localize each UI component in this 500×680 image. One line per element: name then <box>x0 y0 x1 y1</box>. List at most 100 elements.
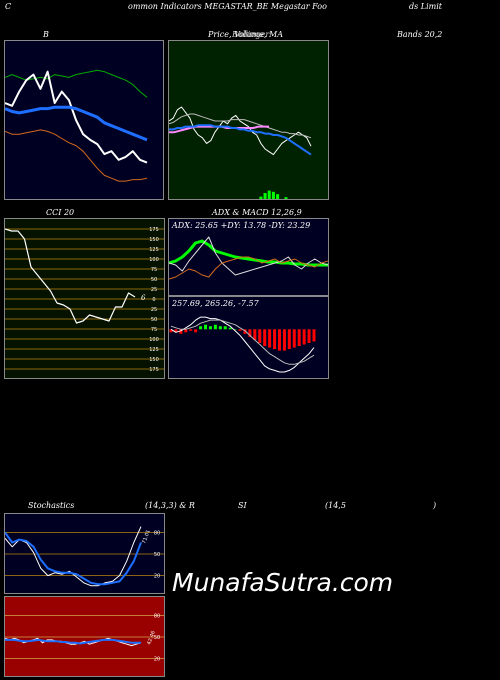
stoch-title-rsi-params: (14,5 <box>325 501 346 510</box>
macd-histogram-bar <box>189 329 193 331</box>
rsi-value-label: 42.46 <box>146 630 157 646</box>
cci-tick-label: 75 <box>151 327 157 333</box>
ma-ma1-line <box>169 113 312 139</box>
cci-last-value: 6 <box>141 294 146 302</box>
ma-ma3-line <box>169 124 312 156</box>
bollinger-chart <box>5 69 148 182</box>
rsi-tick-label: 50 <box>154 635 160 641</box>
cci-line <box>5 228 136 324</box>
cci-tick-label: 150 <box>149 357 159 363</box>
cci-tick-label: 125 <box>149 347 159 353</box>
rsi-signal-line <box>5 638 141 645</box>
adx-chart <box>169 236 328 280</box>
bollinger-lower-line <box>5 129 148 182</box>
rsi-panel: 80 50 20 42.46 <box>4 596 165 677</box>
adx-adx-line <box>169 239 328 267</box>
macd-histogram-bar <box>273 329 277 350</box>
stoch-k-line <box>5 526 142 587</box>
macd-histogram-bar <box>258 329 262 343</box>
bollinger-upper-line <box>5 69 148 98</box>
stoch-title-left: Stochastics <box>28 501 75 510</box>
cci-tick-label: 25 <box>151 287 157 293</box>
bollinger-title-mid: Price, Volume, MA <box>208 30 284 39</box>
macd-histogram-bar <box>268 329 272 348</box>
macd-histogram-bar <box>297 329 301 347</box>
cci-tick-label: 150 <box>149 237 159 243</box>
macd-histogram-bar <box>312 329 316 342</box>
page-title: ommon Indicators MEGASTAR_BE Megastar Fo… <box>128 2 327 11</box>
cci-panel: 175 150 125 100 75 50 25 0 25 50 75 100 125 150 175 6 <box>4 218 165 379</box>
rsi-chart: 80 50 20 42.46 <box>5 613 164 663</box>
bollinger-panel <box>4 40 164 200</box>
stochastics-chart: 80 50 20 71.01 <box>5 526 164 587</box>
price-ma-panel <box>168 40 329 200</box>
macd-histogram-bar <box>204 324 208 330</box>
stoch-title-close: ) <box>433 501 437 510</box>
stochastics-panel: 80 50 20 71.01 <box>4 513 165 594</box>
macd-histogram-bar <box>263 329 267 347</box>
adx-plus_di-line <box>169 236 328 276</box>
cci-tick-label: 175 <box>149 367 159 373</box>
cci-tick-label: 25 <box>151 307 157 313</box>
cci-tick-label: 75 <box>151 267 157 273</box>
volume-bar <box>267 190 271 199</box>
header-right: ds Limit <box>409 2 442 11</box>
cci-tick-label: 100 <box>149 337 159 343</box>
rsi-tick-label: 80 <box>154 613 160 619</box>
cci-tick-label: 100 <box>149 257 159 263</box>
header-left: C <box>5 2 12 11</box>
volume-bar <box>263 193 267 199</box>
macd-panel: 257.69, 265.26, -7.57 <box>168 296 329 379</box>
stoch-title-si: SI <box>238 501 247 510</box>
macd-histogram-bar <box>213 324 217 330</box>
macd-histogram-bar <box>233 329 237 330</box>
volume-bar <box>276 194 280 199</box>
rsi-tick-label: 20 <box>154 657 160 663</box>
volume-bar <box>271 191 275 199</box>
bollinger-title-right: Bands 20,2 <box>397 30 443 39</box>
stoch-tick-label: 50 <box>154 552 160 558</box>
macd-histogram-bar <box>292 329 296 348</box>
cci-tick-label: 50 <box>151 317 157 323</box>
macd-histogram-bar <box>228 327 232 330</box>
macd-histogram-bar <box>194 329 198 333</box>
macd-values: 257.69, 265.26, -7.57 <box>172 299 259 308</box>
cci-chart: 175 150 125 100 75 50 25 0 25 50 75 100 125 150 175 6 <box>5 227 164 373</box>
macd-histogram-bar <box>208 326 212 330</box>
watermark: MunafaSutra.com <box>172 568 394 597</box>
cci-tick-label: 175 <box>149 227 159 233</box>
macd-histogram-bar <box>287 329 291 350</box>
bollinger-title-left: B <box>43 30 49 39</box>
stoch-d-line <box>5 531 142 586</box>
adx-values: ADX: 25.65 +DY: 13.78 -DY: 23.29 <box>172 221 311 230</box>
macd-histogram-bar <box>248 329 252 337</box>
stoch-tick-label: 20 <box>154 574 160 580</box>
cci-tick-label: 0 <box>152 297 155 303</box>
macd-histogram-bar <box>169 329 173 333</box>
macd-histogram-bar <box>174 329 178 333</box>
macd-histogram-bar <box>243 329 247 334</box>
volume-bar <box>284 197 288 199</box>
bollinger-middle-line <box>5 105 148 142</box>
macd-histogram-bar <box>282 329 286 351</box>
macd-histogram-bar <box>184 329 188 333</box>
macd-histogram-bar <box>223 326 227 330</box>
bollinger-price-line <box>5 70 148 164</box>
stoch-value-label: 71.01 <box>141 529 152 545</box>
adx-minus_di-line <box>169 256 328 280</box>
macd-histogram-bar <box>253 329 257 340</box>
macd-macd-line <box>170 316 315 373</box>
macd-histogram-bar <box>302 329 306 345</box>
bollinger-title-overlap: Bollinger <box>232 30 270 39</box>
price-ma-chart <box>169 106 312 199</box>
macd-histogram-bar <box>277 329 281 351</box>
adx-title: ADX & MACD 12,26,9 <box>212 208 302 217</box>
macd-histogram-bar <box>179 329 183 334</box>
stoch-tick-label: 80 <box>154 530 160 536</box>
adx-panel: ADX: 25.65 +DY: 13.78 -DY: 23.29 <box>168 218 329 296</box>
cci-title: CCI 20 <box>46 208 75 217</box>
cci-tick-label: 125 <box>149 247 159 253</box>
volume-bar <box>259 196 263 199</box>
cci-tick-label: 50 <box>151 277 157 283</box>
macd-histogram-bar <box>307 329 311 343</box>
